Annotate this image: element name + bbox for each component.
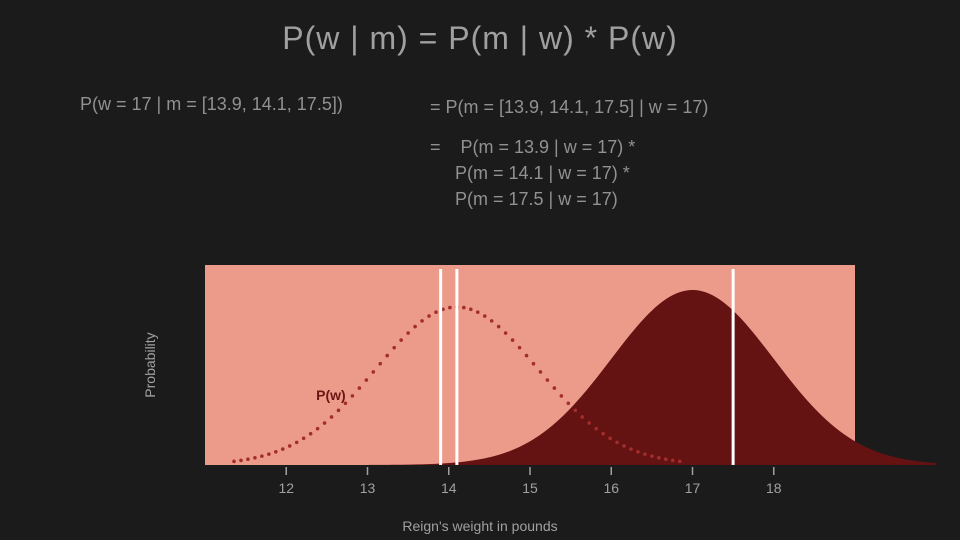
svg-text:14: 14 [441,480,457,496]
formula-lhs: P(w = 17 | m = [13.9, 14.1, 17.5]) [80,94,343,115]
formula-rhs-line3: P(m = 14.1 | w = 17) * [430,160,708,186]
formula-rhs-line4: P(m = 17.5 | w = 17) [430,186,708,212]
y-axis-label: Probability [142,332,158,397]
formula-rhs: = P(m = [13.9, 14.1, 17.5] | w = 17) = P… [430,94,708,212]
svg-text:16: 16 [603,480,619,496]
chart-container: P(w) 12 13 14 15 16 17 18 [165,265,865,520]
svg-text:P(w): P(w) [316,387,346,403]
formula-main: P(w | m) = P(m | w) * P(w) [0,20,960,57]
svg-text:13: 13 [360,480,376,496]
svg-text:18: 18 [766,480,782,496]
formula-rhs-line2: = P(m = 13.9 | w = 17) * [430,134,708,160]
svg-text:15: 15 [522,480,538,496]
chart-svg: P(w) 12 13 14 15 16 17 18 [165,265,945,520]
svg-text:17: 17 [685,480,701,496]
slide-stage: P(w | m) = P(m | w) * P(w) P(w = 17 | m … [0,0,960,540]
svg-text:12: 12 [278,480,294,496]
x-axis-label: Reign's weight in pounds [0,518,960,534]
formula-rhs-line1: = P(m = [13.9, 14.1, 17.5] | w = 17) [430,94,708,120]
